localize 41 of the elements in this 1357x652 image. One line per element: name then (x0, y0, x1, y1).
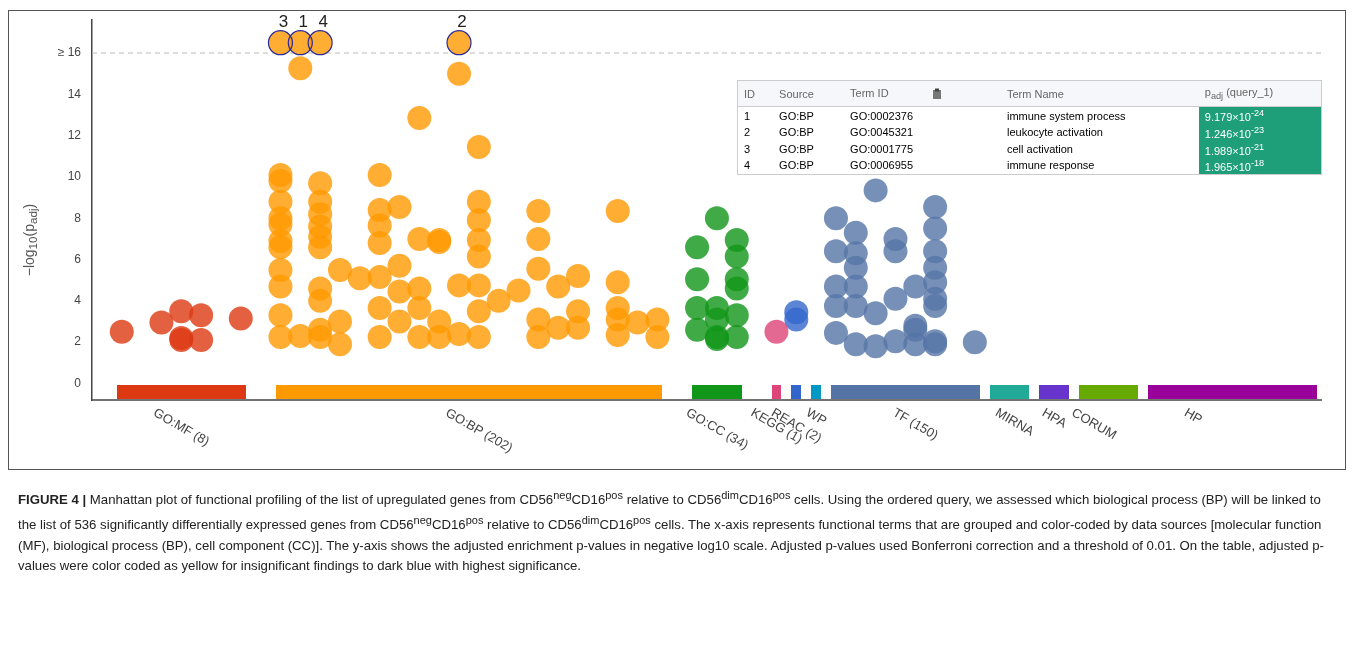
x-tick-label: HPA (1039, 404, 1070, 431)
annotation: leukocyte activation (1005, 125, 1104, 141)
annotation: p$_{adj}$ (query_1) (1198, 80, 1322, 107)
annotation: 4 (318, 11, 328, 31)
y-tick-label: 12 (67, 127, 82, 142)
y-tick-label: 8 (74, 210, 82, 225)
annotation: ID (737, 80, 774, 107)
annotation: 1 (743, 108, 752, 124)
annotation: 3 (743, 141, 752, 157)
annotation: immune response (1005, 158, 1096, 174)
y-tick-label: 6 (74, 251, 82, 266)
annotation: GO:BP (778, 125, 815, 141)
annotation: GO:BP (778, 108, 815, 124)
annotation: Term ID (844, 80, 1001, 107)
annotation: 1.989×10$^{-21}$ (1198, 140, 1322, 158)
y-tick-label: ≥ 16 (57, 45, 82, 60)
annotation: GO:BP (778, 158, 815, 174)
annotation: GO:0006955 (849, 158, 915, 174)
annotation: GO:BP (778, 141, 815, 157)
annotation: immune system process (1005, 108, 1127, 124)
annotation: 1.965×10$^{-18}$ (1198, 157, 1322, 175)
annotation: cell activation (1005, 141, 1074, 157)
x-tick-label: HP (1181, 404, 1206, 427)
annotation: 2 (457, 11, 467, 31)
annotation: GO:0045321 (849, 125, 915, 141)
y-tick-label: 2 (74, 334, 82, 349)
annotation: 4 (743, 158, 752, 174)
annotation: GO:0001775 (849, 141, 915, 157)
y-tick-label: 4 (74, 293, 82, 308)
annotation: 2 (743, 125, 752, 141)
annotation: 3 (278, 11, 289, 31)
annotation: 1.246×10$^{-23}$ (1198, 123, 1322, 141)
annotation: 1 (298, 11, 309, 31)
annotation: Source (773, 80, 845, 107)
y-tick-label: 10 (67, 169, 82, 184)
text: FIGURE 4 | Manhattan plot of functional profiling of the list of upregulated genes from CD56$^{neg}$CD16$^{pos}$ relative to CD56$^{dim}$CD16$^{pos}$ cells. Using the ordered query, we assessed which biological process (BP) will be linked to the list of 536 significantly differentially expressed genes from CD56$^{neg}$CD16$^{pos}$ relative to CD56$^{dim}$CD16$^{pos}$ cells. The x-axis represents functional terms that are grouped and color-coded by data sources [molecular function (MF), biological process (BP), cell component (CC)]. The y-axis shows the adjusted enrichment p-values in negative log10 scale. Adjusted p-values used Bonferroni correction and a threshold of 0.01. On the table, adjusted p-values were color coded as yellow for insignificant findings to dark blue with highest significance. (18, 489, 1325, 573)
y-tick-label: 0 (74, 375, 82, 390)
annotation: Term Name (1000, 80, 1199, 107)
annotation: 9.179×10$^{-24}$ (1198, 106, 1322, 124)
y-tick-label: 14 (67, 86, 82, 101)
annotation: GO:0002376 (849, 108, 915, 124)
